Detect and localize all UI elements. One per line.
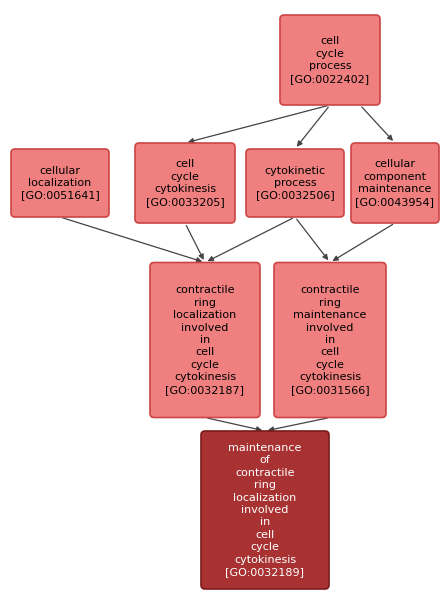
FancyBboxPatch shape — [150, 262, 260, 418]
Text: maintenance
of
contractile
ring
localization
involved
in
cell
cycle
cytokinesis
: maintenance of contractile ring localiza… — [225, 443, 304, 577]
Text: contractile
ring
localization
involved
in
cell
cycle
cytokinesis
[GO:0032187]: contractile ring localization involved i… — [165, 286, 244, 394]
Text: cytokinetic
process
[GO:0032506]: cytokinetic process [GO:0032506] — [256, 165, 334, 201]
FancyBboxPatch shape — [246, 149, 344, 217]
Text: cell
cycle
cytokinesis
[GO:0033205]: cell cycle cytokinesis [GO:0033205] — [146, 159, 224, 206]
FancyBboxPatch shape — [135, 143, 235, 223]
FancyBboxPatch shape — [201, 431, 329, 589]
FancyBboxPatch shape — [11, 149, 109, 217]
FancyBboxPatch shape — [274, 262, 386, 418]
Text: cellular
component
maintenance
[GO:0043954]: cellular component maintenance [GO:00439… — [355, 159, 434, 206]
FancyBboxPatch shape — [351, 143, 439, 223]
FancyBboxPatch shape — [280, 15, 380, 105]
Text: cell
cycle
process
[GO:0022402]: cell cycle process [GO:0022402] — [291, 36, 370, 84]
Text: contractile
ring
maintenance
involved
in
cell
cycle
cytokinesis
[GO:0031566]: contractile ring maintenance involved in… — [291, 286, 369, 394]
Text: cellular
localization
[GO:0051641]: cellular localization [GO:0051641] — [21, 165, 99, 201]
